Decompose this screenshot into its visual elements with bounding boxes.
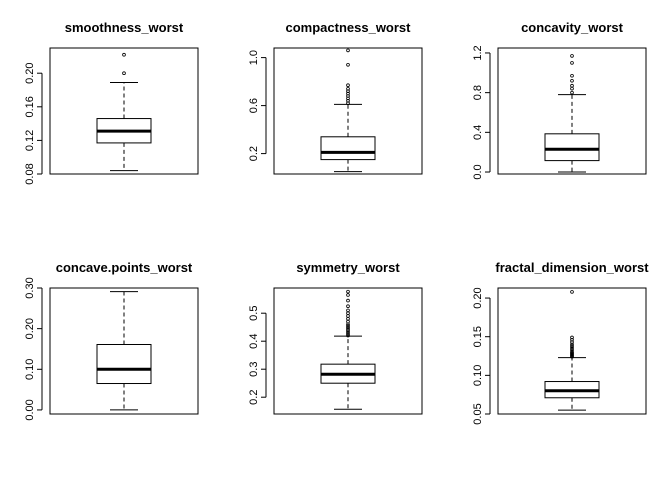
outlier-point <box>346 89 350 93</box>
y-tick-label: 0.5 <box>248 306 260 321</box>
outlier-point <box>570 54 574 58</box>
outlier-point <box>346 304 350 309</box>
panel-concave-points-worst: concave.points_worst 0.00 0.10 0.20 0.30 <box>24 260 199 421</box>
y-tick-label: 0.16 <box>24 96 36 117</box>
y-tick-label: 0.8 <box>472 85 484 100</box>
outlier-point <box>570 86 574 91</box>
y-tick-label: 1.0 <box>248 50 260 65</box>
y-tick-label: 0.20 <box>472 287 484 308</box>
outlier-point <box>570 90 574 95</box>
outlier-point <box>346 83 350 87</box>
outlier-point <box>570 335 574 340</box>
panel-title: compactness_worst <box>286 20 412 35</box>
outlier-point <box>346 308 350 313</box>
y-tick-label: 0.10 <box>24 359 36 380</box>
outlier-point <box>122 71 126 75</box>
panel-title: symmetry_worst <box>296 260 400 275</box>
outlier-point <box>570 61 574 65</box>
y-tick-label: 0.2 <box>248 390 260 405</box>
outlier-point <box>122 52 126 57</box>
plot-frame <box>497 287 647 415</box>
y-tick-label: 0.15 <box>472 326 484 347</box>
outlier-point <box>346 323 350 328</box>
y-tick-label: 0.3 <box>248 362 260 377</box>
outlier-point <box>346 314 350 318</box>
plot-frame <box>49 287 199 415</box>
plot-frame <box>49 47 199 175</box>
y-tick-label: 0.4 <box>472 125 484 140</box>
outlier-point <box>346 316 350 321</box>
y-tick-label: 0.4 <box>248 334 260 349</box>
outlier-point <box>346 48 350 53</box>
y-tick-label: 0.00 <box>24 399 36 420</box>
panel-symmetry-worst: symmetry_worst 0.2 0.3 0.4 0.5 <box>248 260 423 415</box>
outlier-point <box>346 87 350 91</box>
y-tick-label: 0.20 <box>24 318 36 339</box>
outlier-point <box>570 83 574 88</box>
outlier-point <box>570 342 574 347</box>
panel-title: concave.points_worst <box>56 260 193 275</box>
plot-frame <box>273 47 423 175</box>
panel-compactness-worst: compactness_worst 0.2 0.6 1.0 <box>248 20 423 175</box>
panel-title: concavity_worst <box>521 20 624 35</box>
y-tick-label: 0.6 <box>248 98 260 113</box>
outlier-point <box>570 73 574 78</box>
iqr-box <box>320 136 376 161</box>
panel-title: fractal_dimension_worst <box>495 260 649 275</box>
outlier-point <box>346 311 350 316</box>
outlier-point <box>570 340 574 344</box>
outlier-point <box>346 101 350 105</box>
y-tick-label: 0.20 <box>24 62 36 83</box>
panel-title: smoothness_worst <box>65 20 184 35</box>
y-tick-label: 0.10 <box>472 365 484 386</box>
outlier-point <box>346 298 350 303</box>
outlier-point <box>570 337 574 342</box>
outlier-point <box>346 319 350 324</box>
outlier-point <box>570 290 574 294</box>
y-tick-label: 0.08 <box>24 163 36 184</box>
y-tick-label: 0.05 <box>472 403 484 424</box>
y-tick-label: 0.0 <box>472 164 484 179</box>
outlier-point <box>570 344 574 348</box>
y-tick-label: 0.2 <box>248 146 260 161</box>
outlier-point <box>570 78 574 83</box>
iqr-box <box>96 343 152 385</box>
panel-fractal-dimension-worst: fractal_dimension_worst 0.05 0.10 0.15 0.20 <box>472 260 649 425</box>
panel-smoothness-worst: smoothness_worst 0.08 0.12 0.16 0.20 <box>24 20 199 185</box>
plot-frame <box>497 47 647 175</box>
outlier-point <box>346 63 350 67</box>
y-tick-label: 0.12 <box>24 130 36 151</box>
y-tick-label: 1.2 <box>472 45 484 60</box>
y-tick-label: 0.30 <box>24 277 36 298</box>
panel-concavity-worst: concavity_worst 0.0 0.4 0.8 1.2 <box>472 20 647 180</box>
plot-frame <box>273 287 423 415</box>
iqr-box <box>544 133 600 162</box>
outlier-point <box>346 289 350 294</box>
outlier-point <box>346 293 350 297</box>
